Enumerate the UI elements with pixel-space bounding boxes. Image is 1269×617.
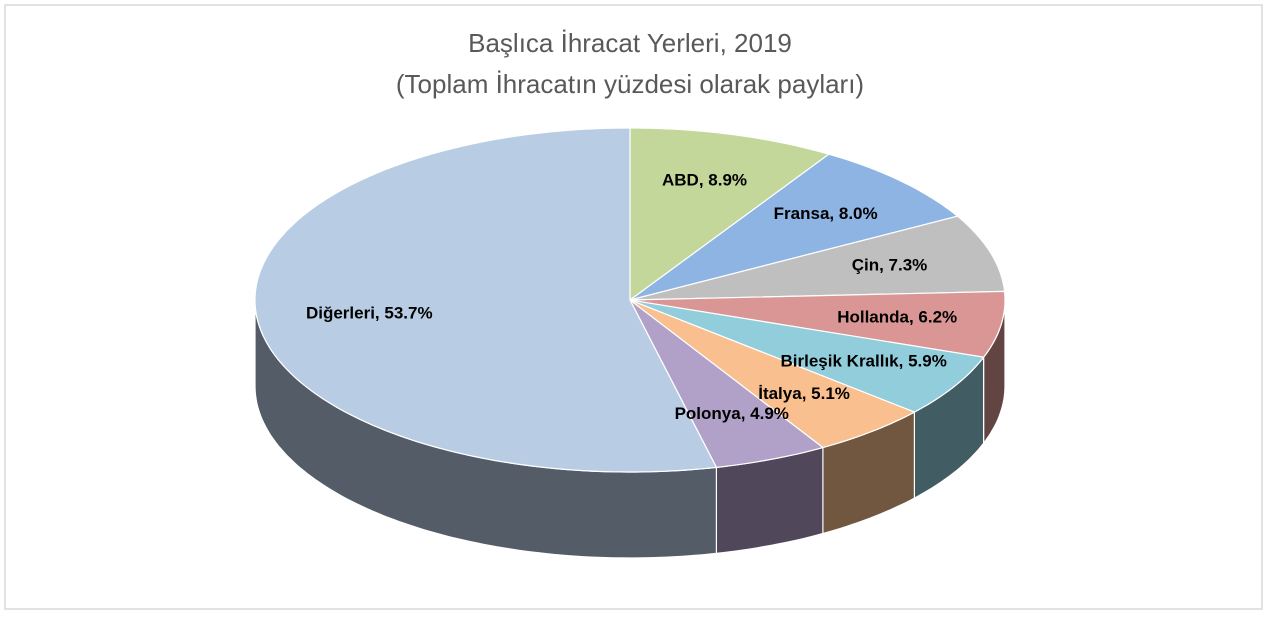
data-label: Polonya, 4.9%	[675, 404, 789, 423]
data-label: İtalya, 5.1%	[758, 384, 850, 403]
slice-group: Fransa	[629, 153, 959, 301]
data-label: ABD, 8.9%	[662, 170, 747, 189]
slice-group: İtalya	[629, 299, 916, 449]
slice: Polonya	[629, 299, 825, 469]
slice: Birleşik Krallık	[629, 299, 985, 413]
slice: İtalya	[629, 299, 916, 449]
data-label: Diğerleri, 53.7%	[306, 303, 433, 322]
slice-group: Polonya	[629, 299, 825, 469]
data-label: Birleşik Krallık, 5.9%	[781, 352, 947, 371]
data-label: Hollanda, 6.2%	[837, 307, 957, 326]
slice: ABD	[629, 127, 831, 302]
data-label: Çin, 7.3%	[852, 255, 928, 274]
slice: Fransa	[629, 153, 959, 301]
chart-title: Başlıca İhracat Yerleri, 2019	[468, 28, 792, 58]
slice: Diğerleri	[254, 127, 718, 473]
data-label: Fransa, 8.0%	[774, 204, 878, 223]
slice-group: Hollanda	[629, 290, 1006, 358]
slice: Hollanda	[629, 290, 1006, 358]
slice-group: Diğerleri	[254, 127, 718, 473]
slice-group: ABD	[629, 127, 831, 302]
slice-group: Çin	[629, 215, 1006, 301]
slice-group: Birleşik Krallık	[629, 299, 985, 413]
slice: Çin	[629, 215, 1006, 301]
chart-subtitle: (Toplam İhracatın yüzdesi olarak payları…	[396, 69, 864, 99]
